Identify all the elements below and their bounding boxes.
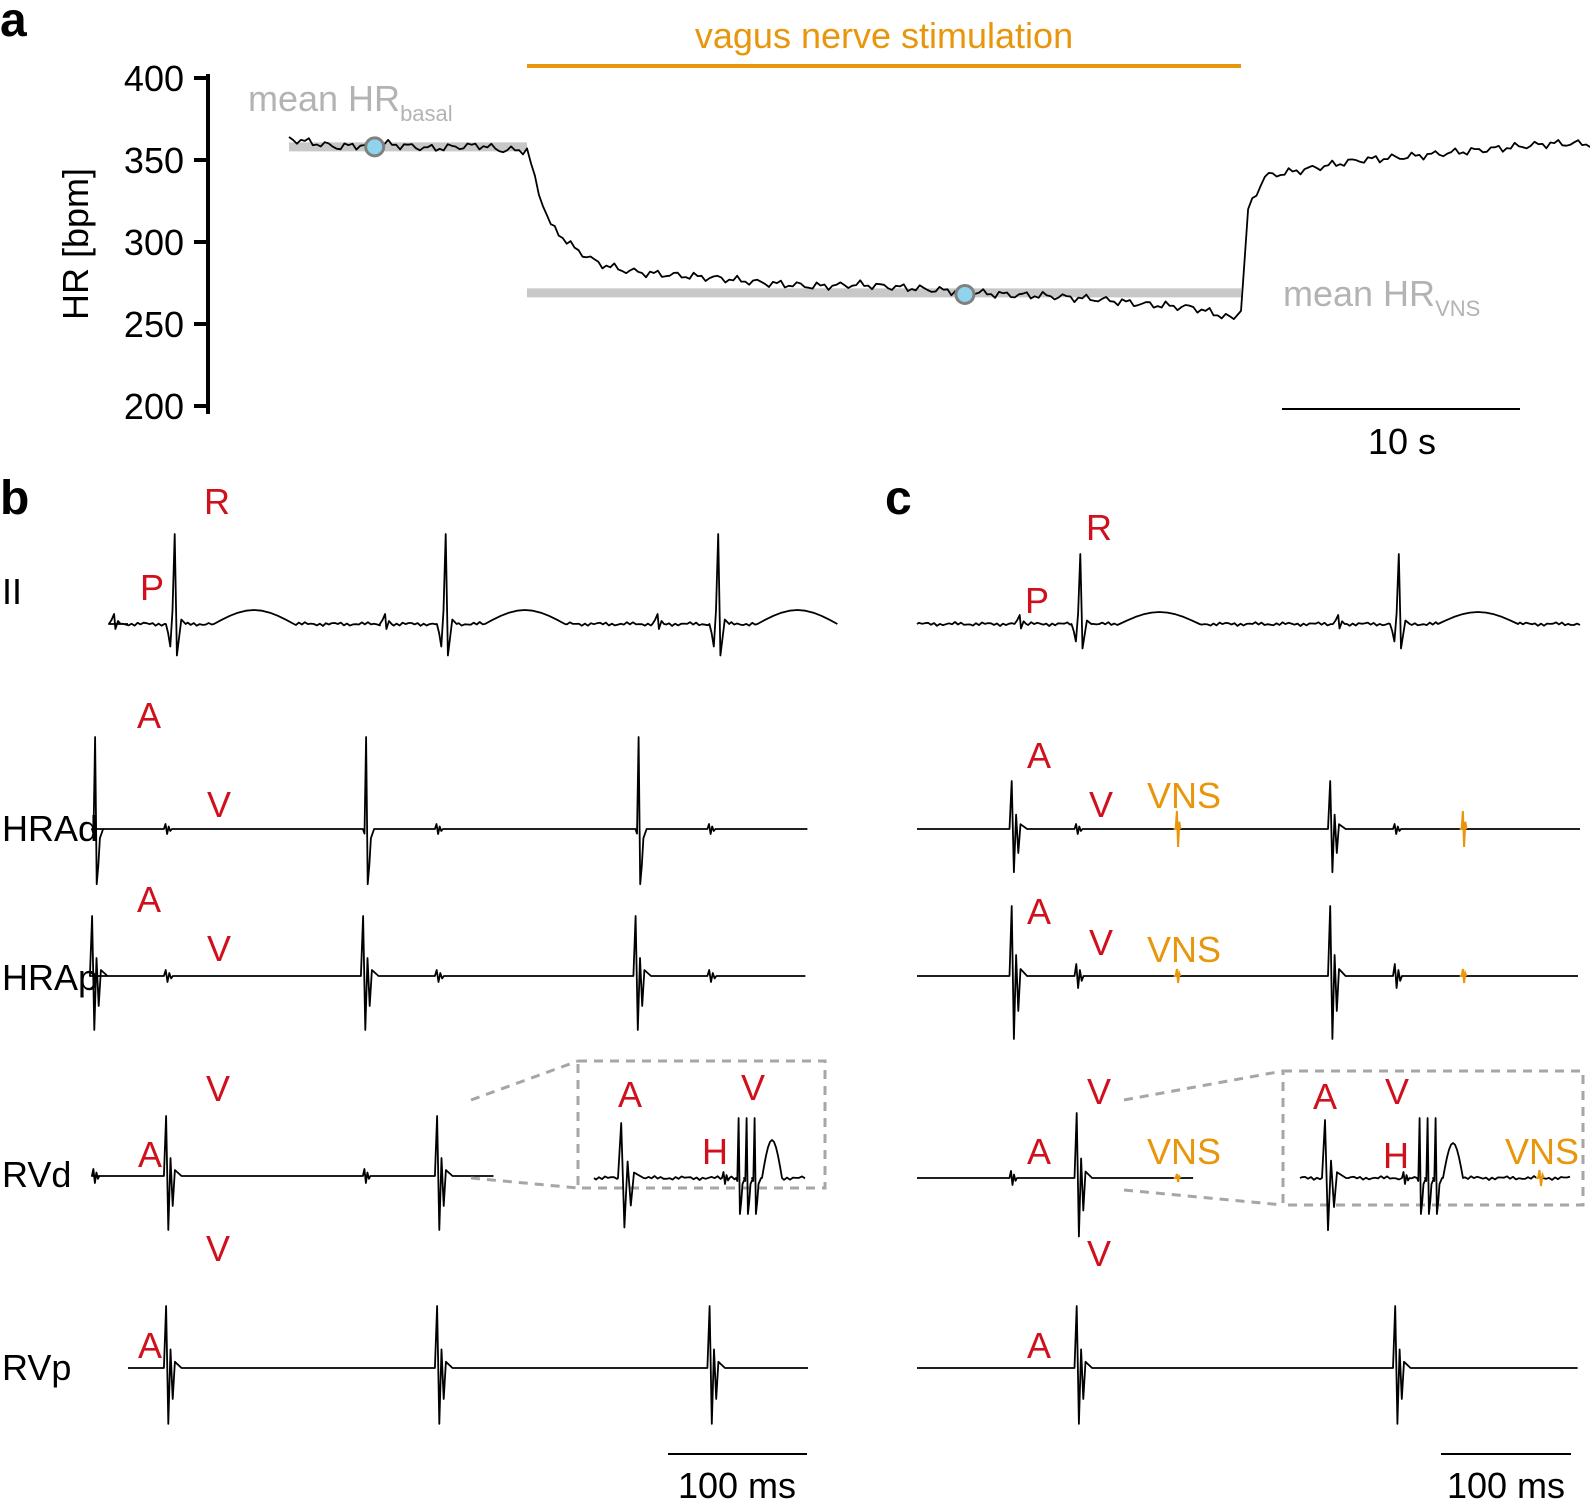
c-hrap-v-label: V bbox=[1089, 922, 1113, 963]
c-vns-pulse bbox=[1173, 968, 1182, 984]
b-inset-a-label: A bbox=[618, 1074, 642, 1115]
c-trace-hrap bbox=[917, 905, 1578, 1040]
c-rvd-vns-label: VNS bbox=[1147, 1131, 1221, 1172]
c-rvp-a-label: A bbox=[1027, 1325, 1051, 1366]
b-trace-rvd bbox=[91, 1115, 494, 1231]
panel-a-letter: a bbox=[0, 0, 27, 47]
b-rvp-a-label: A bbox=[138, 1325, 162, 1366]
b-inset-v-label: V bbox=[741, 1067, 765, 1108]
channel-label-hrap: HRAp bbox=[2, 957, 98, 998]
c-trace-rvd bbox=[917, 1112, 1194, 1238]
b-hrap-a-label: A bbox=[137, 879, 161, 920]
c-hrad-vns-label: VNS bbox=[1147, 775, 1221, 816]
y-tick-label-400: 400 bbox=[124, 58, 184, 99]
b-trace-rvp bbox=[128, 1305, 808, 1425]
panel-c-wave-labels: P R A V VNS A V VNS A V VNS A V A H V VN… bbox=[1025, 507, 1579, 1366]
c-hrad-v-label: V bbox=[1089, 784, 1113, 825]
channel-label-ii: II bbox=[2, 571, 22, 612]
b-zoom-connector-top bbox=[470, 1059, 579, 1102]
c-vns-pulse bbox=[1459, 968, 1468, 984]
c-ii-p-wave-label: P bbox=[1025, 580, 1049, 621]
b-ii-p-wave-label: P bbox=[140, 567, 164, 608]
panel-b-letter: b bbox=[0, 472, 29, 525]
panel-b-electrogram-traces bbox=[89, 533, 838, 1425]
panel-b-channel-labels: II HRAd HRAp RVd RVp bbox=[2, 571, 98, 1388]
c-vns-pulse bbox=[1173, 1173, 1182, 1183]
c-vns-pulse bbox=[1459, 810, 1468, 848]
c-hrap-vns-label: VNS bbox=[1147, 929, 1221, 970]
c-inset-a-label: A bbox=[1313, 1076, 1337, 1117]
b-inset-trace bbox=[593, 1117, 806, 1229]
mean-hr-vns-marker bbox=[954, 283, 976, 305]
c-inset-trace bbox=[1299, 1117, 1571, 1232]
b-hrap-v-label: V bbox=[207, 928, 231, 969]
mean-hr-basal-marker bbox=[364, 136, 386, 158]
y-axis-title: HR [bpm] bbox=[55, 168, 96, 320]
c-trace-hrad bbox=[917, 780, 1580, 874]
channel-label-rvd: RVd bbox=[2, 1154, 71, 1195]
b-inset-zoom-box bbox=[576, 1059, 827, 1190]
c-zoom-connector-bottom bbox=[1123, 1188, 1284, 1207]
panel-c-letter: c bbox=[885, 472, 912, 525]
b-trace-ii bbox=[108, 533, 838, 657]
b-rvd-a-label: A bbox=[138, 1134, 162, 1175]
c-rvd-a-label: A bbox=[1027, 1131, 1051, 1172]
b-rvd-v-label: V bbox=[206, 1068, 230, 1109]
heart-rate-trace bbox=[288, 136, 1590, 321]
stimulation-label: vagus nerve stimulation bbox=[695, 15, 1073, 56]
c-trace-ii bbox=[916, 553, 1581, 650]
c-scale-label-100ms: 100 ms bbox=[1447, 1465, 1565, 1503]
panel-b-wave-labels: P R A V A V A V A V A H V bbox=[137, 481, 765, 1366]
c-inset-zoom-box bbox=[1281, 1069, 1585, 1207]
time-scale-label-10s: 10 s bbox=[1368, 421, 1436, 462]
y-axis-ticks: 200 250 300 350 400 bbox=[124, 58, 208, 427]
y-tick-label-350: 350 bbox=[124, 140, 184, 181]
c-vns-pulse bbox=[1173, 810, 1182, 848]
c-inset-v-label: V bbox=[1385, 1071, 1409, 1112]
b-ii-r-wave-label: R bbox=[204, 481, 230, 522]
b-scale-label-100ms: 100 ms bbox=[678, 1465, 796, 1503]
b-inset-h-label: H bbox=[702, 1131, 728, 1172]
b-hrad-v-label: V bbox=[207, 784, 231, 825]
c-zoom-connector-top bbox=[1123, 1069, 1284, 1102]
channel-label-hrad: HRAd bbox=[2, 808, 98, 849]
c-inset-vns-pulse bbox=[1536, 1169, 1545, 1187]
c-rvp-v-label: V bbox=[1087, 1233, 1111, 1274]
b-trace-hrad bbox=[91, 736, 808, 886]
c-hrad-a-label: A bbox=[1027, 735, 1051, 776]
c-inset-h-label: H bbox=[1383, 1135, 1409, 1176]
panel-c-electrogram-traces bbox=[916, 553, 1585, 1425]
b-zoom-connector-bottom bbox=[470, 1176, 579, 1190]
y-tick-label-300: 300 bbox=[124, 222, 184, 263]
b-trace-hrap bbox=[89, 915, 806, 1031]
b-hrad-a-label: A bbox=[137, 695, 161, 736]
c-ii-r-wave-label: R bbox=[1086, 507, 1112, 548]
b-rvp-v-label: V bbox=[206, 1228, 230, 1269]
channel-label-rvp: RVp bbox=[2, 1347, 71, 1388]
c-inset-vns-label: VNS bbox=[1505, 1131, 1579, 1172]
panel-a-heart-rate-chart: 200 250 300 350 400 HR [bpm] vagus nerve sti… bbox=[55, 15, 1590, 462]
mean-hr-basal-label: mean HRbasal bbox=[248, 78, 453, 126]
y-tick-label-250: 250 bbox=[124, 304, 184, 345]
c-rvd-v-label: V bbox=[1087, 1071, 1111, 1112]
mean-hr-vns-label: mean HRVNS bbox=[1283, 273, 1480, 321]
c-trace-rvp bbox=[917, 1305, 1578, 1425]
c-hrap-a-label: A bbox=[1027, 891, 1051, 932]
y-tick-label-200: 200 bbox=[124, 386, 184, 427]
